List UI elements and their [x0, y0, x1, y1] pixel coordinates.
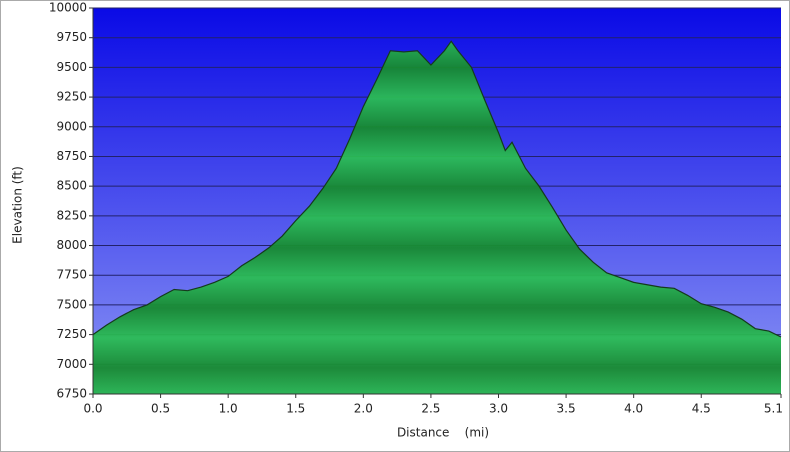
y-tick-label: 8000 [56, 238, 87, 252]
x-tick-label: 4.0 [624, 402, 643, 416]
x-tick-label: 3.5 [557, 402, 576, 416]
x-tick-label: 2.5 [421, 402, 440, 416]
elevation-line [92, 40, 782, 338]
x-axis-label: Distance (mi) [397, 426, 489, 440]
elevation-area [93, 41, 781, 395]
y-tick-label: 8250 [56, 208, 87, 222]
x-tick-label: 4.5 [692, 402, 711, 416]
y-tick-label: 7750 [56, 268, 87, 282]
y-tick-label: 9750 [56, 30, 87, 44]
y-tick-label: 9250 [56, 90, 87, 104]
y-tick-label: 8750 [56, 149, 87, 163]
y-tick-label: 9500 [56, 60, 87, 74]
y-tick-label: 6750 [56, 387, 87, 401]
y-tick-label: 10000 [49, 1, 87, 15]
y-tick-label: 7500 [56, 297, 87, 311]
y-tick-label: 7250 [56, 327, 87, 341]
y-axis-label: Elevation (ft) [11, 166, 25, 244]
x-tick-label: 1.5 [286, 402, 305, 416]
y-tick-label: 7000 [56, 357, 87, 371]
y-tick-label: 8500 [56, 179, 87, 193]
x-tick-label: 0.5 [151, 402, 170, 416]
x-tick-label: 1.0 [219, 402, 238, 416]
x-tick-label: 3.0 [489, 402, 508, 416]
x-tick-label: 2.0 [354, 402, 373, 416]
x-tick-label: 0.0 [83, 402, 102, 416]
y-tick-label: 9000 [56, 119, 87, 133]
x-tick-label: 5.1 [764, 402, 783, 416]
